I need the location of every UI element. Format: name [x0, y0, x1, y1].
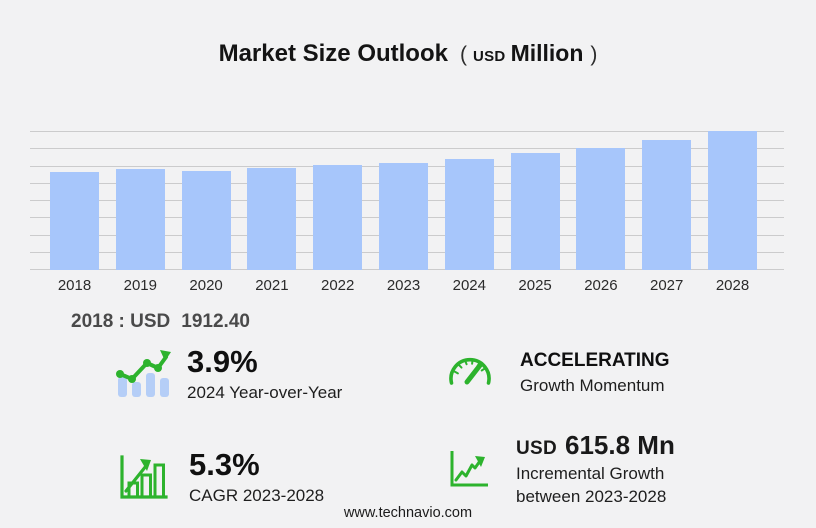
bar-2021 [247, 168, 297, 270]
bar-2027 [642, 139, 692, 270]
bar-2028 [708, 131, 757, 270]
stat-yoy: 3.9% 2024 Year-over-Year [114, 344, 343, 403]
unit-scale: Million [510, 40, 584, 66]
base-year-label: 2018 : USD [71, 311, 171, 332]
bar-2019 [115, 168, 165, 270]
unit-paren-close: ) [590, 43, 598, 66]
x-tick-label-2018: 2018 [57, 277, 92, 294]
bar-2018 [50, 172, 99, 270]
cagr-value: 5.3% [189, 447, 260, 482]
bar-chart-growth-icon [118, 455, 170, 500]
gridline [30, 148, 784, 150]
stat-momentum: ACCELERATING Growth Momentum [446, 350, 670, 396]
bar-2024 [444, 158, 494, 270]
plot-area [30, 131, 784, 270]
bar-2026 [576, 147, 626, 270]
momentum-value: ACCELERATING [520, 350, 670, 371]
gridline [30, 131, 784, 132]
momentum-label: Growth Momentum [520, 375, 665, 395]
x-tick-label-2027: 2027 [650, 277, 684, 294]
bar-2025 [510, 153, 560, 270]
incremental-currency: USD [516, 438, 558, 459]
x-tick-label-2026: 2026 [584, 277, 618, 294]
incremental-label-line2: between 2023-2028 [516, 487, 667, 507]
x-tick-label-2025: 2025 [518, 277, 552, 294]
incremental-value: USD 615.8 Mn [516, 430, 675, 460]
base-year-value: 1912.40 [181, 311, 250, 332]
line-chart-growth-icon [448, 450, 488, 489]
cagr-label: CAGR 2023-2028 [189, 485, 325, 505]
x-tick-label-2022: 2022 [321, 277, 355, 294]
stat-incremental: USD 615.8 Mn Incremental Growth between … [448, 430, 675, 508]
x-tick-label-2024: 2024 [452, 277, 486, 294]
x-tick-label-2021: 2021 [255, 277, 289, 294]
x-tick-label-2019: 2019 [123, 277, 157, 294]
bar-2023 [379, 162, 428, 270]
bar-2020 [181, 171, 231, 270]
yoy-value: 3.9% [187, 344, 258, 379]
chart-title: Market Size Outlook ( USD Million) [0, 40, 816, 68]
incremental-amount: 615.8 Mn [565, 430, 675, 460]
yoy-label: 2024 Year-over-Year [187, 382, 343, 402]
unit-paren-open: ( [459, 43, 467, 66]
x-axis-labels: 2018 2019 2020 2021 2022 2023 2024 2025 2026 2027… [30, 277, 784, 295]
x-tick-label-2023: 2023 [386, 277, 421, 294]
x-tick-label-2028: 2028 [715, 277, 750, 294]
base-year-annotation: 2018 : USD 1912.40 [71, 311, 250, 333]
x-tick-label-2020: 2020 [189, 277, 223, 294]
footer-url: www.technavio.com [343, 505, 473, 521]
incremental-label-line1: Incremental Growth [516, 464, 665, 483]
speedometer-icon [446, 351, 494, 395]
bars-trend-up-icon [114, 349, 172, 399]
stat-cagr: 5.3% CAGR 2023-2028 [118, 447, 325, 506]
bar-2022 [313, 165, 363, 270]
chart-title-text: Market Size Outlook [218, 40, 448, 67]
unit-currency: USD [472, 48, 506, 65]
